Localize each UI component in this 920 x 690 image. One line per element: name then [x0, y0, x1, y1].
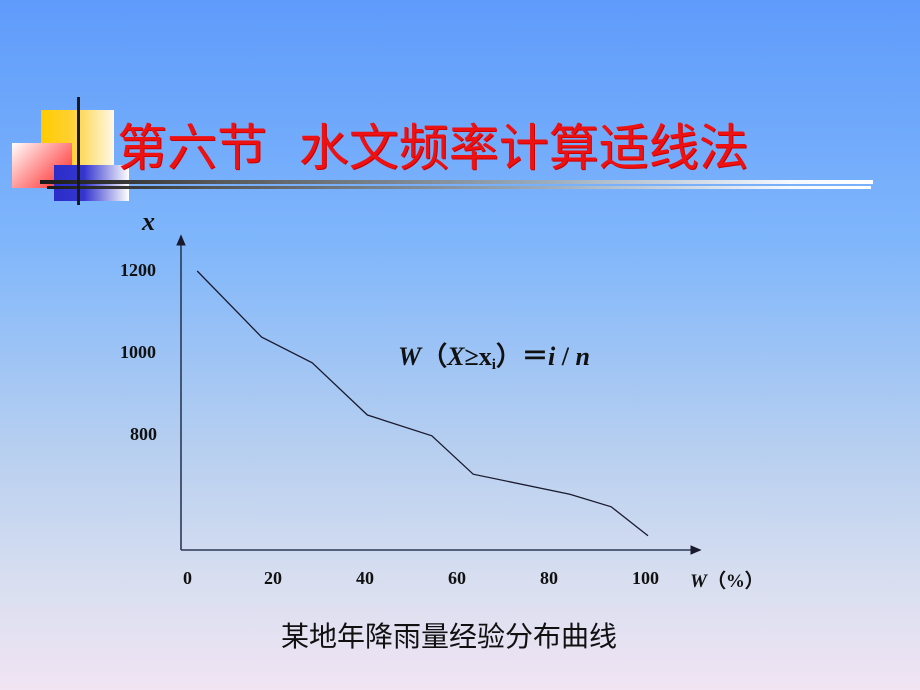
frequency-formula: W（X≥xi）＝i / n — [398, 336, 590, 374]
slide-title: 第六节 水文频率计算适线法 — [117, 119, 749, 177]
x-tick-100: 100 — [632, 568, 659, 588]
formula-X: X — [447, 342, 465, 371]
formula-ge: ≥ — [464, 342, 479, 371]
formula-equals: ＝ — [521, 342, 548, 371]
title-underline-2 — [47, 186, 871, 189]
formula-x: x — [478, 342, 492, 371]
x-tick-60: 60 — [448, 568, 466, 588]
title-underline — [40, 180, 873, 184]
formula-w: W — [398, 342, 422, 371]
x-axis-label: W（%） — [690, 566, 764, 593]
formula-paren-close: ） — [495, 342, 522, 371]
formula-paren-open: （ — [421, 342, 448, 371]
formula-subscript-i: i — [491, 357, 496, 373]
x-axis-label-unit: （%） — [706, 571, 764, 592]
formula-n: n — [575, 342, 590, 371]
chart-caption: 某地年降雨量经验分布曲线 — [281, 620, 618, 653]
y-axis-label: x — [142, 207, 155, 236]
x-tick-80: 80 — [540, 568, 558, 588]
x-axis-label-w: W — [690, 571, 707, 592]
decor-vertical-bar — [77, 97, 80, 205]
x-tick-0: 0 — [183, 568, 192, 588]
x-tick-20: 20 — [264, 568, 282, 588]
y-tick-1000: 1000 — [120, 342, 156, 362]
y-tick-1200: 1200 — [120, 260, 156, 280]
formula-i: i — [547, 342, 556, 371]
x-tick-40: 40 — [356, 568, 374, 588]
formula-slash: / — [555, 342, 576, 371]
distribution-curve — [196, 270, 649, 537]
y-tick-800: 800 — [130, 424, 157, 444]
